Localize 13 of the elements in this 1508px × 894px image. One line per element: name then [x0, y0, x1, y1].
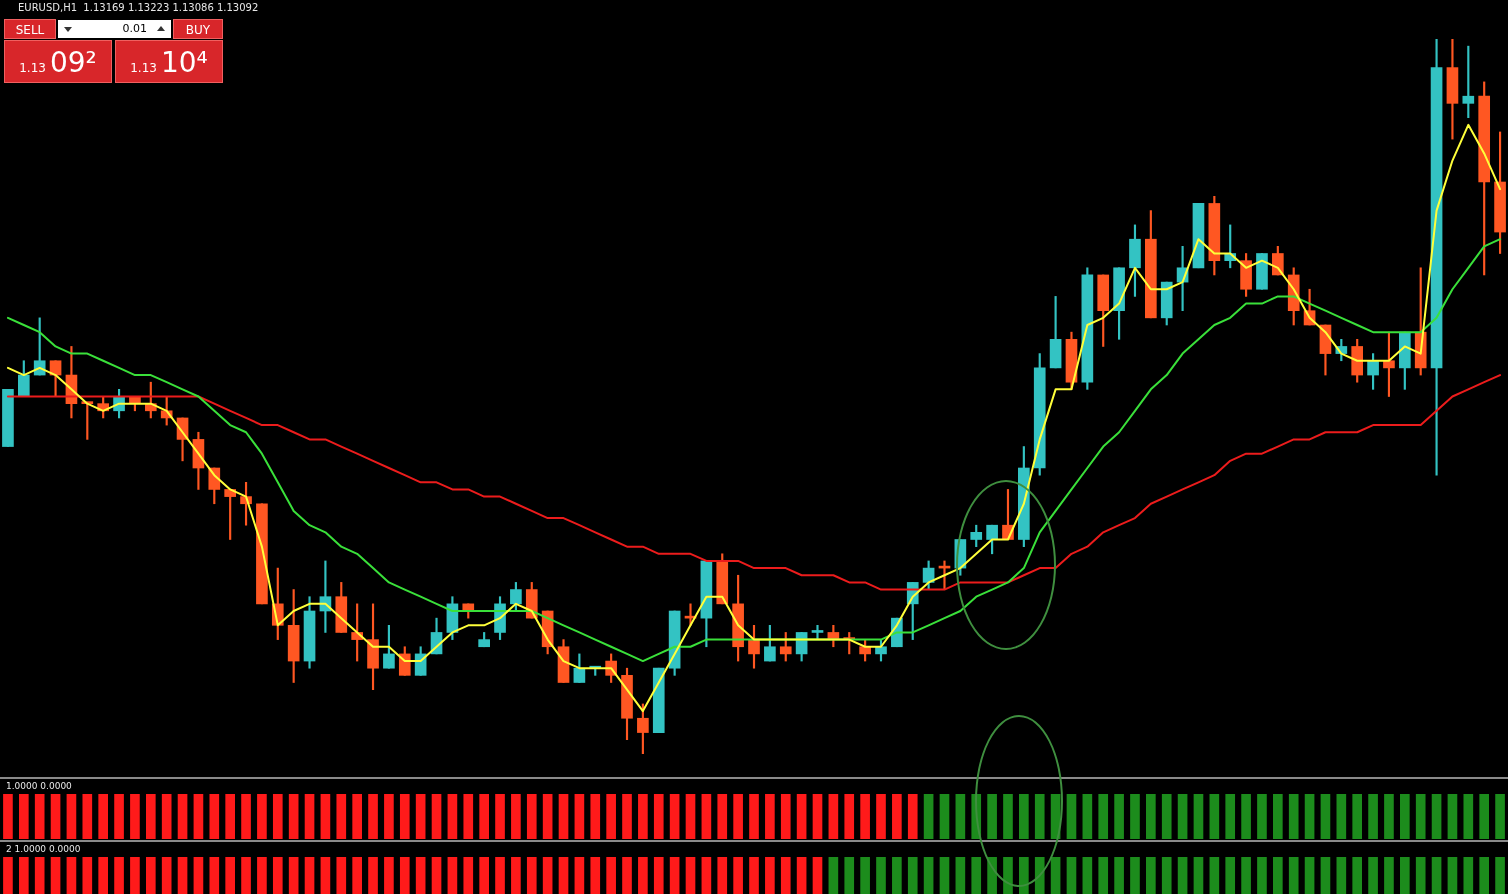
- chart-title: EURUSD,H1 1.13169 1.13223 1.13086 1.13092: [16, 2, 261, 13]
- buy-button: BUY: [173, 19, 223, 39]
- text: 0.01: [58, 20, 171, 38]
- candlestick: [811, 624, 824, 640]
- annotation: 1.13: [19, 61, 46, 75]
- chart-title: 2 1.0000 0.0000: [4, 844, 83, 854]
- chart-title: 1.0000 0.0000: [4, 781, 74, 791]
- annotation: 09²: [49, 46, 97, 79]
- sell-price-button: 1.13 09²: [4, 40, 112, 83]
- annotation: 1.13: [130, 61, 157, 75]
- sell-button: SELL: [4, 19, 56, 39]
- annotation: 10⁴: [160, 46, 208, 79]
- buy-price-button: 1.13 10⁴: [115, 40, 223, 83]
